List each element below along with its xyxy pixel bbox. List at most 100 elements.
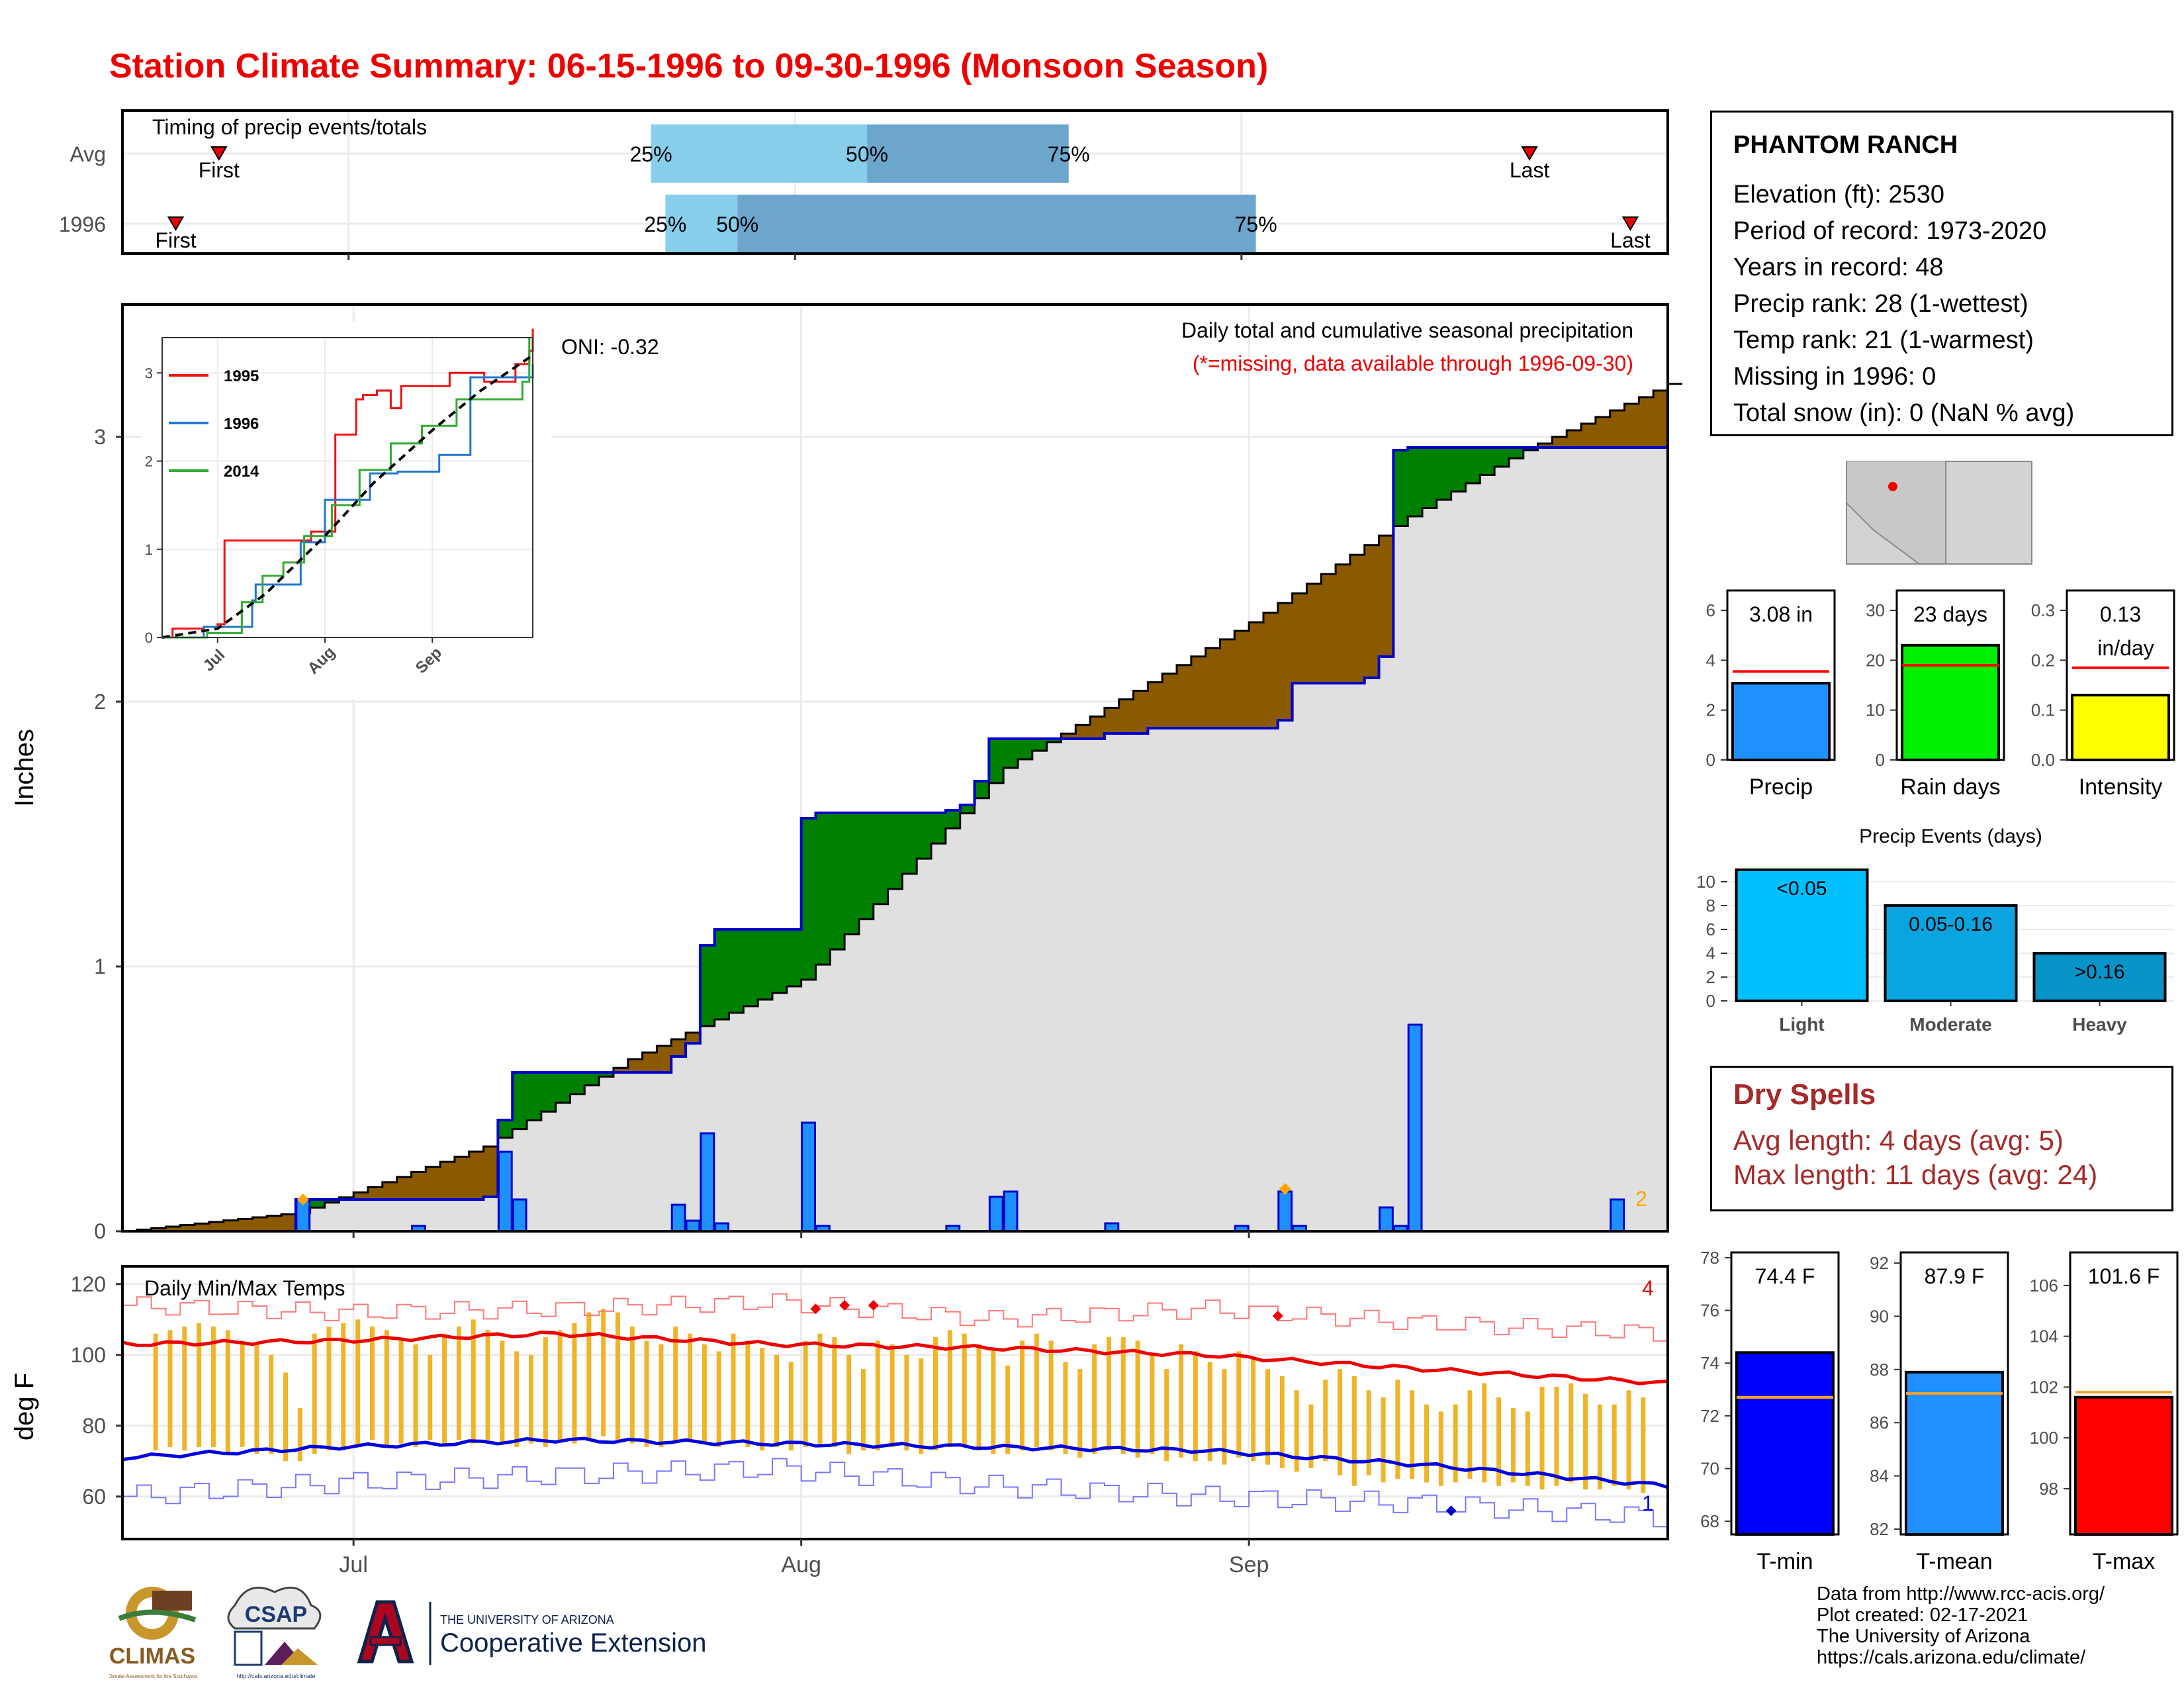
inset-ytick-label-1: 1 [145, 541, 153, 558]
temp-daily-range-bar [947, 1330, 952, 1447]
precip-diff-above-avg-strip [1017, 739, 1033, 760]
temp-daily-range-bar [803, 1340, 808, 1447]
temp-daily-range-bar [1048, 1340, 1054, 1451]
temp-daily-range-bar [788, 1362, 794, 1451]
precip-diff-below-avg-strip [671, 1039, 686, 1056]
precip-diff-below-avg-strip [657, 1046, 672, 1072]
temp-daily-range-bar [1438, 1411, 1443, 1486]
temp-daily-range-bar [1453, 1404, 1458, 1483]
temp-daily-range-bar [1251, 1358, 1256, 1462]
precip-diff-above-avg-strip [1422, 447, 1437, 508]
temp-daily-range-bar [1265, 1369, 1270, 1465]
temp-daily-range-bar [1236, 1351, 1242, 1458]
rain-days-ytick-label-1: 10 [1866, 700, 1885, 720]
precip-daily-bar [1003, 1190, 1019, 1233]
t-max-ytick-label-0: 98 [2039, 1479, 2058, 1499]
temp-daily-range-bar [369, 1326, 375, 1440]
precip-events-ytick-label-4: 8 [1706, 896, 1715, 915]
precip-diff-below-avg-strip [180, 1225, 195, 1231]
temp-daily-range-bar [586, 1312, 592, 1440]
precip-diff-below-avg-strip [627, 1059, 643, 1072]
precip-events-bar-label-light: <0.05 [1777, 878, 1827, 900]
temp-daily-range-bar [269, 1354, 274, 1454]
temp-daily-range-bar [1424, 1404, 1430, 1483]
temp-daily-range-bar [428, 1354, 433, 1440]
inset-legend-label-2014: 2014 [224, 463, 259, 481]
temp-daily-range-bar [1467, 1390, 1473, 1479]
temp-daily-range-bar [398, 1340, 404, 1444]
precip-diff-above-avg-strip [527, 1072, 542, 1121]
temp-ytick-label-2: 100 [71, 1343, 106, 1367]
temp-daily-range-bar [1323, 1380, 1328, 1462]
inset-legend-label-1996: 1996 [224, 415, 259, 433]
station-name: PHANTOM RANCH [1733, 131, 1958, 159]
temp-record-min-line [122, 1458, 1668, 1528]
temp-daily-range-bar [572, 1323, 577, 1444]
precip-events-category-moderate: Moderate [1909, 1014, 1991, 1035]
precip-diff-below-avg-strip [165, 1227, 181, 1231]
precip-daily-bar [1379, 1206, 1394, 1233]
precip-diff-above-avg-strip [1465, 447, 1480, 483]
precip-diff-below-avg-strip [1321, 574, 1336, 683]
precip-events-ytick-label-1: 2 [1706, 967, 1715, 987]
temp-daily-range-bar [1569, 1383, 1574, 1483]
temp-daily-range-bar [1063, 1362, 1068, 1454]
temp-daily-range-bar [153, 1333, 158, 1451]
precip-diff-above-avg-strip [512, 1072, 527, 1129]
precip-total-ytick-label-1: 2 [1706, 700, 1715, 720]
precip-events-ytick-label-5: 10 [1696, 872, 1715, 892]
temp-daily-range-bar [1294, 1390, 1299, 1472]
precip-daily-bar [1610, 1198, 1625, 1233]
temp-daily-range-bar [962, 1333, 967, 1447]
precip-diff-below-avg-strip [1249, 622, 1264, 728]
climas-logo-text: CLIMAS [109, 1644, 195, 1669]
temp-daily-range-bar [1510, 1408, 1516, 1483]
precip-diff-below-avg-strip [1349, 555, 1365, 683]
station-missing: Missing in 1996: 0 [1733, 363, 1936, 391]
temp-daily-range-bar [1019, 1340, 1024, 1451]
temp-daily-range-bar [919, 1358, 924, 1454]
temp-xtick-label-0: Jul [339, 1552, 367, 1577]
temp-record-marker [810, 1303, 821, 1315]
precip-diff-above-avg-strip [599, 1072, 614, 1077]
precip-diff-below-avg-strip [686, 1033, 701, 1043]
temp-daily-range-bar [1106, 1337, 1111, 1451]
temp-daily-range-bar [500, 1340, 505, 1444]
temp-daily-range-bar [1381, 1397, 1386, 1483]
temp-daily-range-bar [210, 1326, 216, 1447]
temp-daily-range-bar [1641, 1397, 1646, 1493]
temp-daily-range-bar [1482, 1383, 1487, 1483]
inset-panel-border [161, 337, 533, 638]
precip-diff-below-avg-strip [1364, 545, 1380, 678]
temp-daily-range-bar [688, 1333, 693, 1440]
precip-daily-bar [685, 1219, 701, 1233]
rain-days-ytick-label-2: 20 [1866, 650, 1885, 670]
precip-diff-below-avg-strip [223, 1220, 239, 1231]
temp-daily-range-bar [413, 1344, 418, 1447]
temp-daily-range-bar [471, 1319, 476, 1444]
precip-daily-bar [497, 1150, 513, 1233]
precip-diff-below-avg-strip [1277, 602, 1293, 720]
precip-1996-cumulative-line [122, 410, 1669, 1233]
precip-diff-below-avg-strip [1234, 630, 1250, 728]
precip-diff-above-avg-strip [758, 929, 773, 1000]
precip-diff-above-avg-strip [917, 813, 932, 859]
precip-diff-above-avg-strip [786, 929, 802, 986]
precip-diff-below-avg-strip [1336, 564, 1351, 683]
temp-daily-range-bar [456, 1326, 461, 1440]
temp-daily-range-bar [1077, 1369, 1083, 1458]
precip-events-ytick-label-2: 4 [1706, 943, 1715, 963]
t-mean-category-label: T-mean [1916, 1549, 1992, 1574]
precip-diff-above-avg-strip [1408, 447, 1423, 516]
precip-diff-below-avg-strip [1090, 716, 1105, 739]
inset-line-average [161, 353, 534, 639]
temp-daily-range-bar [731, 1333, 736, 1444]
temp-daily-range-bar [1207, 1362, 1212, 1462]
temp-daily-range-bar [716, 1351, 721, 1447]
precip-diff-above-avg-strip [1046, 739, 1062, 743]
precip-diff-below-avg-strip [1610, 410, 1625, 447]
precip-daily-bar [512, 1198, 527, 1233]
temp-daily-range-bar [702, 1344, 707, 1444]
t-max-category-label: T-max [2093, 1549, 2155, 1574]
intensity-ytick-label-1: 0.1 [2031, 700, 2055, 720]
